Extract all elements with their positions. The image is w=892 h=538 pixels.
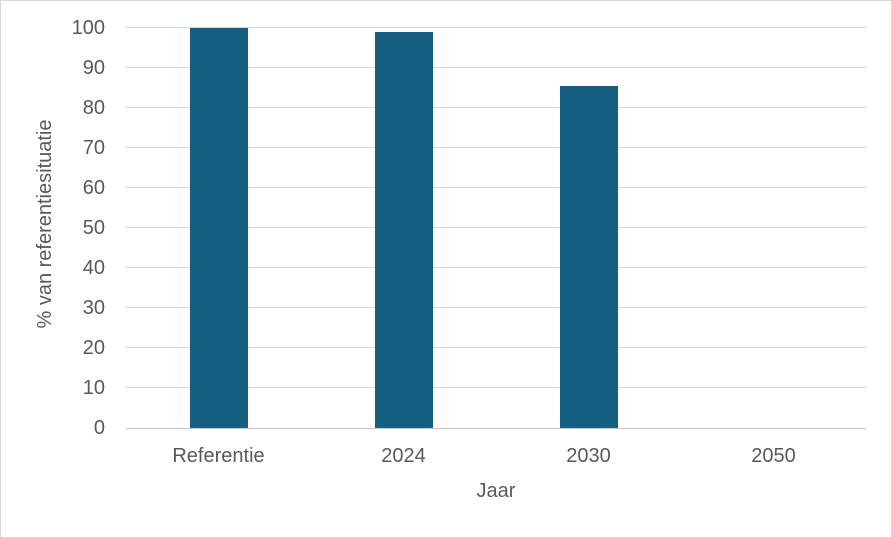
x-category-label: 2024 [381,445,426,467]
y-tick-label: 60 [82,177,105,199]
y-tick-label: 70 [82,137,105,159]
gridline [126,307,866,308]
x-category-label: 2030 [566,445,611,467]
y-tick-label: 40 [82,257,105,279]
y-tick-label: 30 [82,297,105,319]
gridline [126,67,866,68]
y-tick-label: 80 [82,97,105,119]
gridline [126,107,866,108]
y-tick-label: 50 [82,217,105,239]
gridline [126,147,866,148]
gridline [126,227,866,228]
x-category-label: Referentie [172,445,265,467]
gridline [126,187,866,188]
gridline [126,27,866,28]
y-tick-label: 100 [71,17,105,39]
y-tick-label: 20 [82,337,105,359]
x-axis-line [126,428,866,429]
bar [374,32,433,428]
gridline [126,387,866,388]
y-tick-label: 0 [93,417,105,439]
x-axis-title: Jaar [476,480,516,502]
gridline [126,267,866,268]
x-category-label: 2050 [751,445,796,467]
bar [189,28,248,428]
y-tick-label: 90 [82,57,105,79]
gridline [126,347,866,348]
plot-area [126,27,866,429]
bar [559,86,618,428]
y-tick-label: 10 [82,377,105,399]
